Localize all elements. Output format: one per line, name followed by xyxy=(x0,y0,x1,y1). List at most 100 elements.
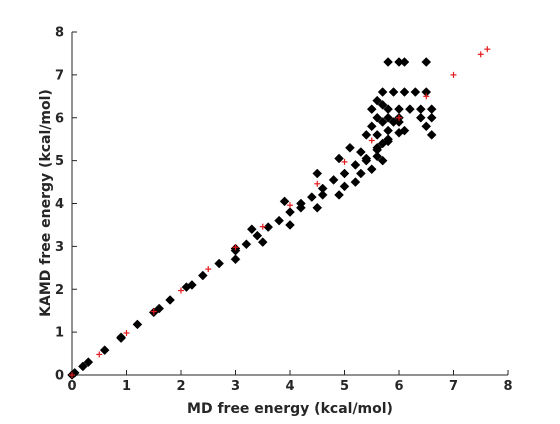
data-point xyxy=(377,117,388,127)
fit-point xyxy=(423,93,430,100)
x-tick-label: 3 xyxy=(231,379,240,394)
data-point xyxy=(306,192,317,202)
data-point xyxy=(410,87,421,97)
black-series xyxy=(67,57,437,380)
data-point xyxy=(257,237,268,247)
y-tick-label: 0 xyxy=(55,369,64,384)
data-point xyxy=(377,100,388,110)
data-point xyxy=(339,181,350,192)
data-point xyxy=(296,202,306,213)
fit-point xyxy=(69,372,75,378)
data-point xyxy=(355,168,366,179)
fit-point xyxy=(259,223,266,230)
data-point xyxy=(355,147,366,157)
fit-point xyxy=(287,202,293,209)
data-point xyxy=(372,95,383,106)
fit-point xyxy=(368,137,375,144)
data-point xyxy=(361,130,372,140)
data-point xyxy=(99,345,110,355)
data-point xyxy=(383,112,393,123)
data-point xyxy=(312,168,323,179)
x-tick-label: 2 xyxy=(176,379,185,394)
data-point xyxy=(116,333,126,343)
data-point xyxy=(426,130,437,140)
data-point xyxy=(405,104,415,115)
y-tick-label: 8 xyxy=(55,26,64,41)
data-point xyxy=(394,104,404,115)
data-point xyxy=(274,215,284,226)
data-point xyxy=(78,361,88,372)
x-tick-label: 1 xyxy=(122,379,131,394)
data-point xyxy=(334,190,344,200)
fit-point xyxy=(96,351,103,358)
fit-point xyxy=(150,308,157,315)
data-point xyxy=(421,121,432,132)
y-axis-label: KAMD free energy (kcal/mol) xyxy=(38,89,54,317)
data-point xyxy=(285,220,295,230)
data-point xyxy=(350,160,361,170)
data-point xyxy=(83,357,94,367)
data-point xyxy=(165,295,175,305)
data-point xyxy=(372,142,383,153)
data-point xyxy=(285,207,295,217)
y-tick-label: 5 xyxy=(55,154,64,169)
data-point xyxy=(132,319,143,330)
data-point xyxy=(246,224,257,235)
y-tick-label: 1 xyxy=(55,326,64,341)
data-point xyxy=(361,155,372,166)
data-point xyxy=(366,164,377,175)
data-point xyxy=(377,87,388,97)
data-point xyxy=(252,230,263,241)
fit-point xyxy=(123,329,130,336)
data-point xyxy=(366,104,377,115)
data-point xyxy=(383,57,393,67)
data-point xyxy=(426,112,437,123)
fit-point xyxy=(450,71,457,78)
data-point xyxy=(197,270,208,281)
data-point xyxy=(399,87,410,97)
data-point xyxy=(328,175,339,185)
data-point xyxy=(241,239,252,250)
fit-point xyxy=(178,287,184,294)
data-point xyxy=(187,280,197,290)
red-series xyxy=(69,46,491,378)
data-point xyxy=(334,153,344,164)
x-tick-label: 6 xyxy=(394,379,403,394)
data-point xyxy=(230,254,241,265)
x-axis-label: MD free energy (kcal/mol) xyxy=(187,401,393,417)
x-tick-label: 4 xyxy=(285,379,294,394)
data-point xyxy=(372,112,383,123)
data-point xyxy=(339,168,350,179)
y-tick-label: 7 xyxy=(55,68,64,83)
data-point xyxy=(317,190,328,200)
fit-point xyxy=(341,158,348,165)
data-point xyxy=(383,134,393,145)
data-point xyxy=(399,125,410,136)
data-point xyxy=(366,121,377,132)
fit-point xyxy=(484,46,491,53)
y-tick-label: 4 xyxy=(55,197,64,212)
fit-point xyxy=(396,114,402,121)
data-point xyxy=(377,138,388,149)
data-point xyxy=(421,57,432,67)
data-point xyxy=(415,104,426,115)
data-point xyxy=(345,142,355,153)
data-point xyxy=(388,87,399,97)
data-point xyxy=(394,117,404,127)
fit-point xyxy=(205,266,212,273)
fit-point xyxy=(314,180,321,187)
data-point xyxy=(426,104,437,115)
data-point xyxy=(383,125,393,136)
fit-point xyxy=(477,51,484,58)
data-point xyxy=(399,57,410,67)
axes: 0 1 2 3 4 5 6 7 8 0 1 2 3 4 5 6 7 8 xyxy=(55,26,513,395)
x-tick-label: 5 xyxy=(340,379,349,394)
y-tick-label: 3 xyxy=(55,240,64,255)
data-point xyxy=(377,155,388,166)
y-tick-label: 6 xyxy=(55,111,64,126)
y-tick-label: 2 xyxy=(55,283,64,298)
data-point xyxy=(372,151,383,162)
data-point xyxy=(279,196,290,207)
